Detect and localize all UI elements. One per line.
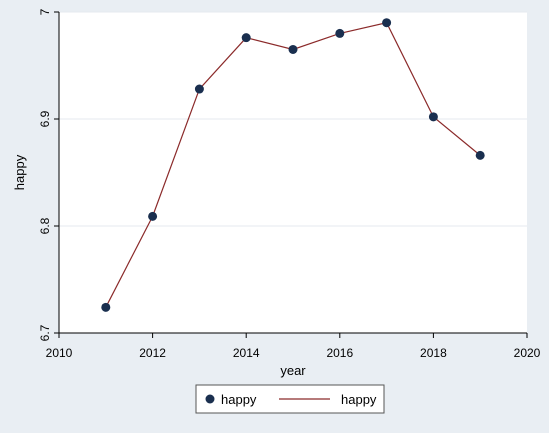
data-point bbox=[335, 28, 345, 38]
data-point bbox=[148, 211, 158, 221]
x-tick-label: 2010 bbox=[46, 346, 73, 360]
x-axis-title: year bbox=[280, 363, 306, 378]
x-tick-label: 2014 bbox=[233, 346, 260, 360]
y-tick-label: 6.9 bbox=[38, 110, 52, 127]
legend-label-marker: happy bbox=[221, 392, 257, 407]
x-tick-label: 2012 bbox=[139, 346, 166, 360]
y-tick-label: 6.8 bbox=[38, 217, 52, 234]
legend: happy happy bbox=[195, 384, 385, 414]
data-point bbox=[428, 112, 438, 122]
legend-marker-symbol bbox=[205, 394, 215, 404]
data-point bbox=[475, 150, 485, 160]
y-tick-label: 7 bbox=[38, 8, 52, 15]
data-point bbox=[101, 302, 111, 312]
plot-area bbox=[59, 12, 527, 333]
x-tick-label: 2018 bbox=[420, 346, 447, 360]
axes: 6.7 6.8 6.9 7 2010 2012 2014 2016 2018 2020 bbox=[38, 8, 541, 360]
data-point bbox=[288, 44, 298, 54]
series bbox=[101, 18, 485, 312]
x-tick-label: 2020 bbox=[514, 346, 541, 360]
data-point bbox=[194, 84, 204, 94]
data-point bbox=[241, 33, 251, 43]
data-point bbox=[382, 18, 392, 28]
x-tick-label: 2016 bbox=[326, 346, 353, 360]
y-tick-label: 6.7 bbox=[38, 324, 52, 341]
legend-label-line: happy bbox=[341, 392, 377, 407]
y-axis-title: happy bbox=[12, 154, 27, 190]
